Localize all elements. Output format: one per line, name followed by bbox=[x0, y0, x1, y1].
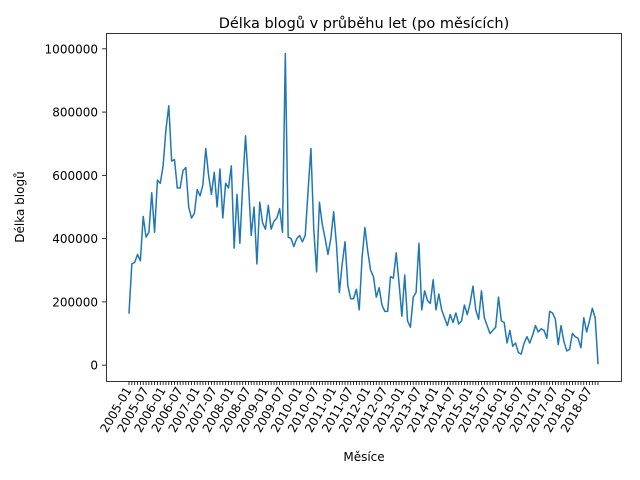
y-tick-label: 800000 bbox=[52, 106, 98, 120]
x-axis-label: Měsíce bbox=[343, 450, 384, 464]
y-tick-label: 400000 bbox=[52, 232, 98, 246]
y-tick-label: 1000000 bbox=[45, 42, 98, 56]
chart-title: Délka blogů v průběhu let (po měsících) bbox=[219, 16, 510, 32]
y-axis: 0 200000 400000 600000 800000 1000000 bbox=[45, 42, 106, 373]
y-tick-label: 600000 bbox=[52, 169, 98, 183]
y-tick-label: 0 bbox=[90, 359, 98, 373]
x-axis: 2005-012005-072006-012006-072007-012007-… bbox=[97, 381, 599, 435]
y-axis-label: Délka blogů bbox=[13, 171, 27, 242]
plot-area bbox=[128, 52, 599, 365]
axes-frame bbox=[106, 33, 622, 382]
y-tick-label: 200000 bbox=[52, 295, 98, 309]
series-line bbox=[128, 52, 599, 365]
